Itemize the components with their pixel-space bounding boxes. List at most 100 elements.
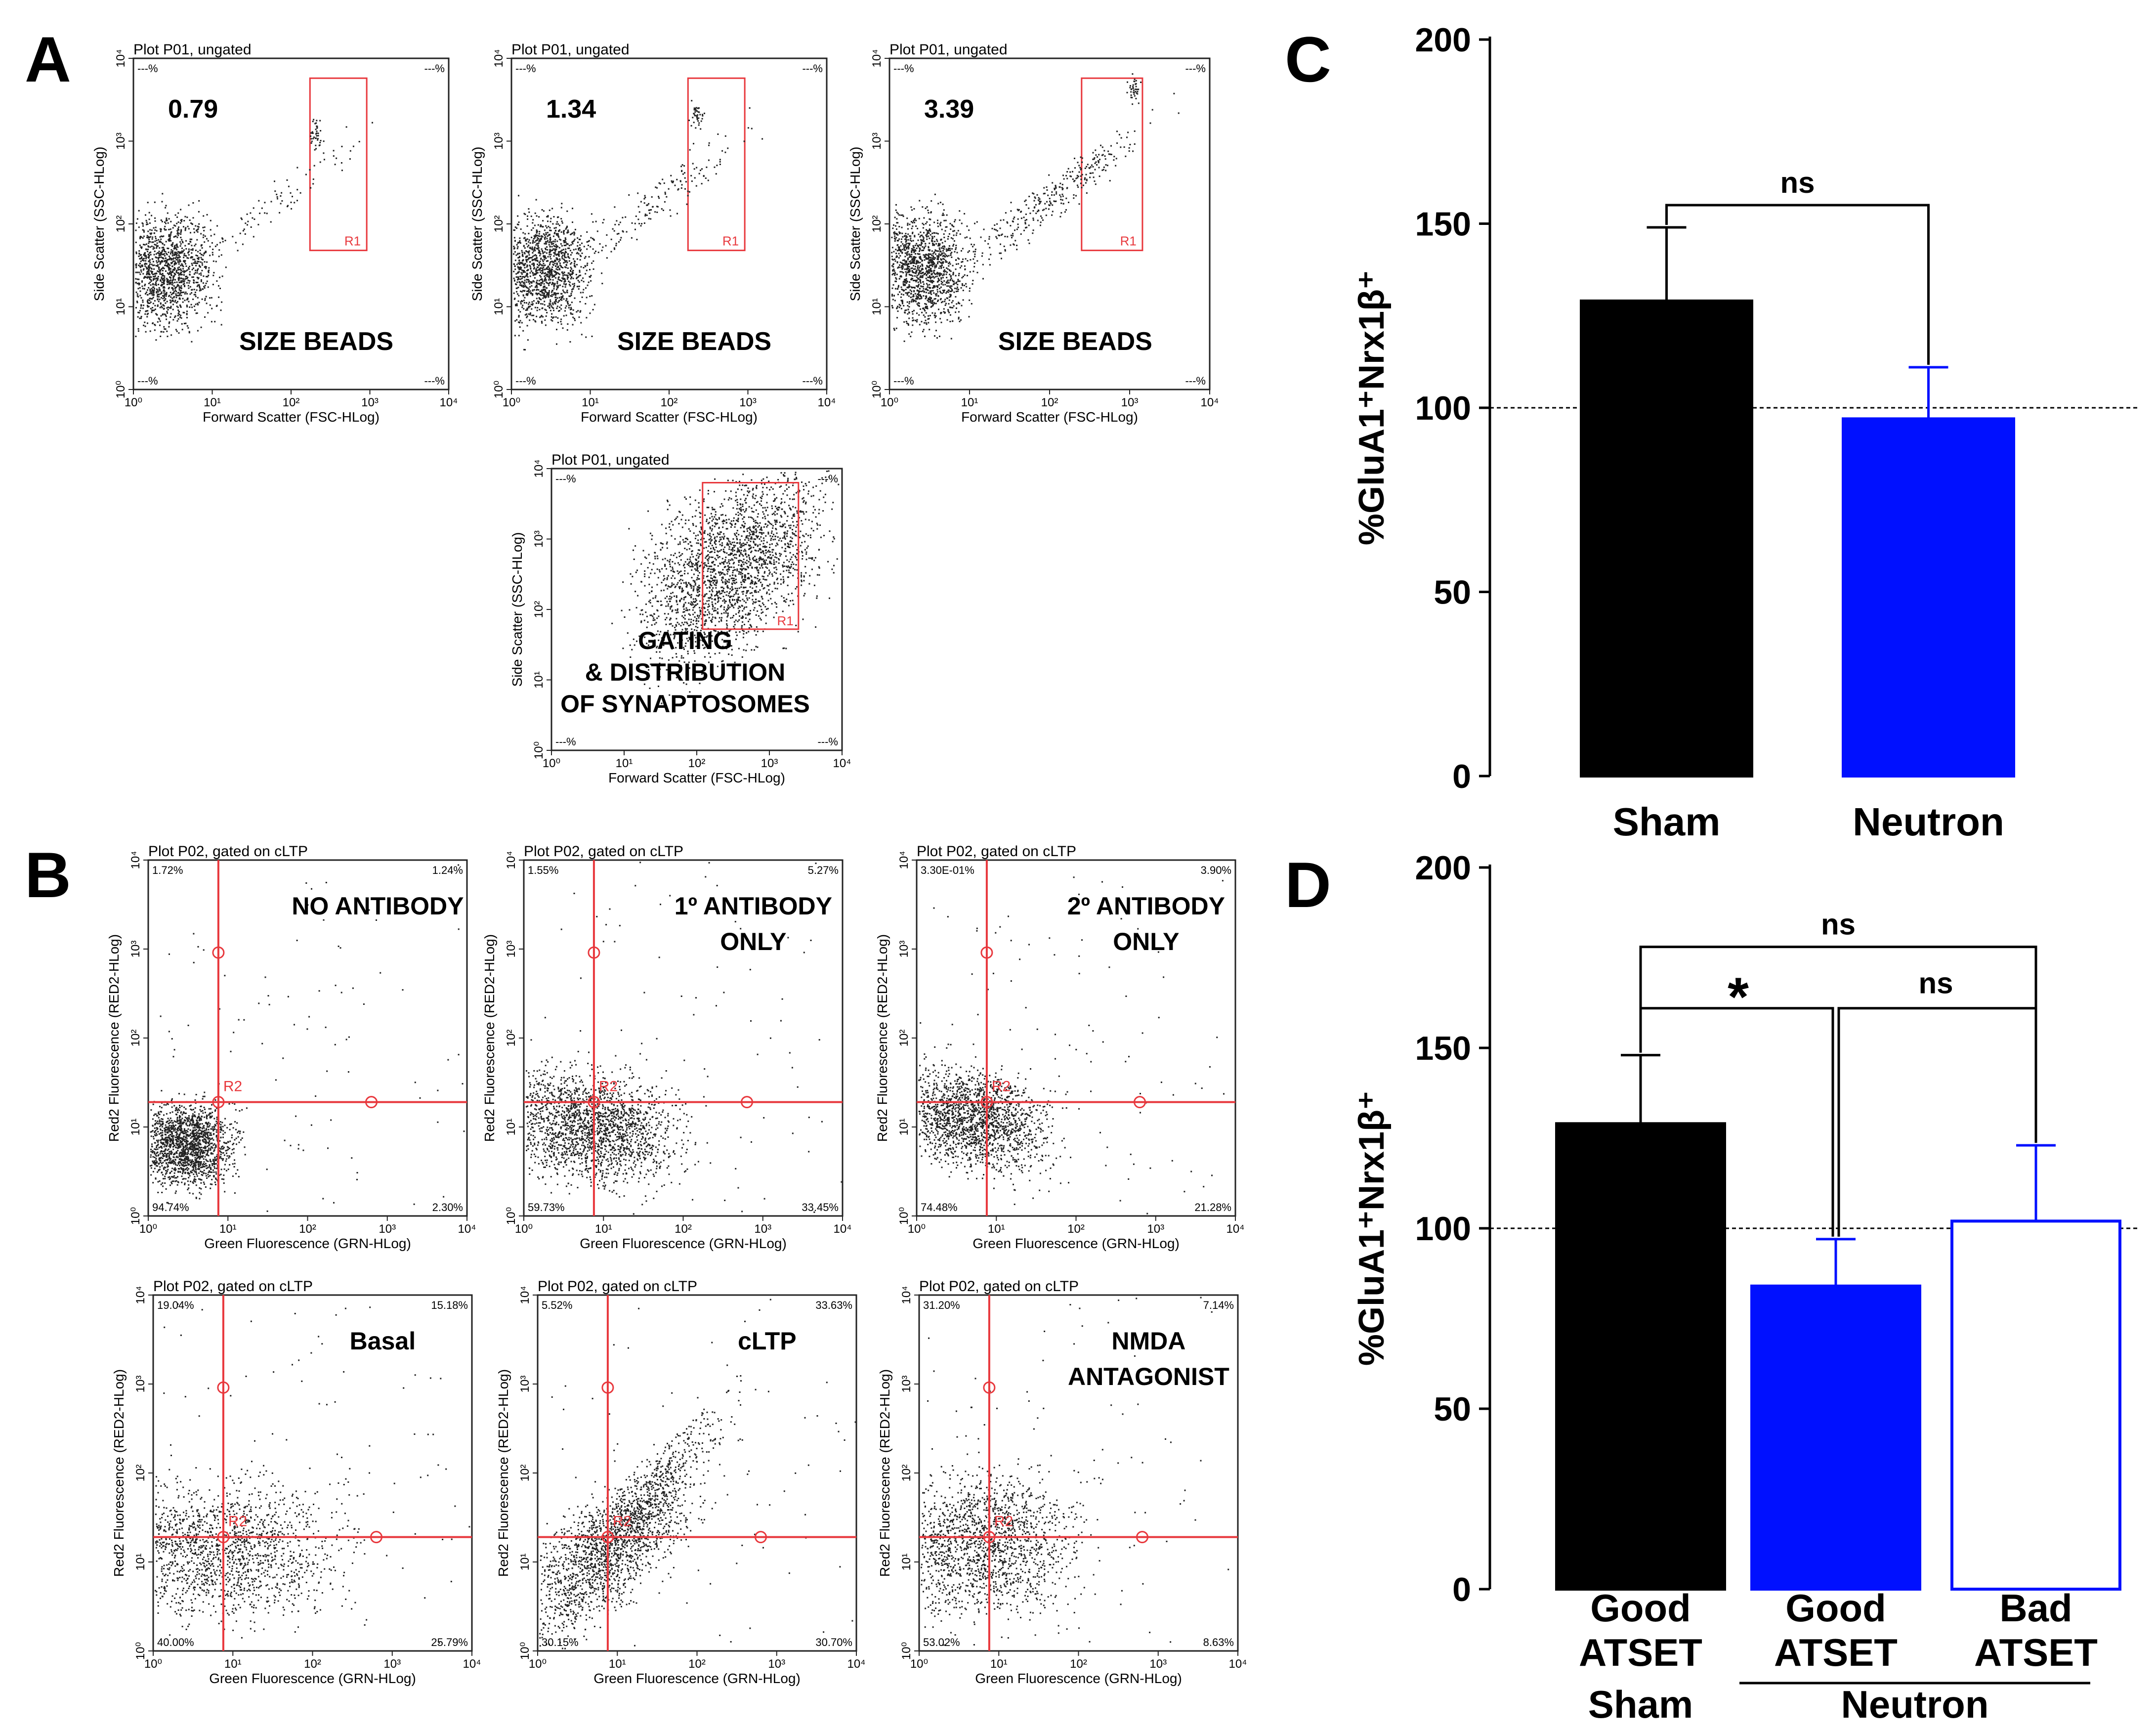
plot-label: & DISTRIBUTION — [585, 658, 786, 686]
quadrant-lower-left-percent: 94.74% — [152, 1201, 189, 1213]
y-tick-label: 10² — [897, 1030, 911, 1047]
plot-frame — [537, 1294, 857, 1652]
y-tick-label: 10³ — [129, 941, 142, 958]
gate-r1-rectangle — [1081, 77, 1143, 252]
x-tick-label: 10³ — [768, 1657, 785, 1671]
event-dots — [513, 195, 605, 350]
y-tick-label: 10² — [532, 601, 546, 618]
plot-label: cLTP — [738, 1327, 797, 1355]
y-tick-label: 10⁴ — [129, 851, 142, 869]
event-dots — [530, 862, 843, 1215]
quadrant-upper-left-percent: 1.55% — [528, 864, 558, 876]
percent-value: 0.79 — [168, 95, 218, 124]
y-tick-label: 0 — [1452, 1571, 1471, 1608]
corner-percent: ---% — [817, 473, 838, 485]
x-tick-label: 10⁰ — [139, 1222, 157, 1236]
y-tick-label: 10¹ — [870, 298, 884, 315]
significance-bracket — [1665, 204, 1930, 365]
size-bead-plot-2: Plot P01, ungated Forward Scatter (FSC-HL… — [469, 42, 836, 425]
x-tick-label: 10⁰ — [125, 396, 142, 409]
corner-percent: ---% — [802, 375, 823, 387]
y-tick-label: 10⁰ — [870, 381, 884, 398]
corner-percent: ---% — [817, 736, 838, 748]
y-tick-label: 10² — [134, 1465, 147, 1482]
y-tick-label: 10⁴ — [114, 49, 127, 67]
x-tick-label: 10⁴ — [1228, 1657, 1247, 1671]
corner-percent: ---% — [1185, 62, 1206, 75]
plot-title: Plot P02, gated on cLTP — [917, 843, 1076, 860]
y-tick-label: 10⁰ — [134, 1642, 147, 1660]
y-tick-label: 10⁰ — [129, 1207, 142, 1225]
panel-letter-b: B — [25, 839, 71, 911]
x-tick-label: 10⁰ — [543, 757, 560, 770]
y-tick-label: 10² — [518, 1465, 532, 1482]
quadrant-center-handle — [588, 1096, 600, 1109]
significance-label: ns — [1780, 166, 1815, 199]
x-tick-label: 10⁰ — [529, 1657, 547, 1671]
plot-label: Basal — [350, 1327, 416, 1355]
x-tick-label: 10⁴ — [833, 1222, 851, 1236]
quadrant-center-handle — [980, 1096, 993, 1109]
category-label: Sham — [1613, 800, 1721, 844]
y-tick-label: 100 — [1415, 1210, 1471, 1248]
quadrant-top-handle — [588, 946, 600, 959]
x-tick-label: 10⁰ — [908, 1222, 926, 1236]
x-tick-label: 10² — [1067, 1222, 1085, 1236]
x-axis-label: Forward Scatter (FSC-HLog) — [961, 409, 1138, 425]
corner-percent: ---% — [1185, 375, 1206, 387]
fluorescence-plot-1: Plot P02, gated on cLTP Green Fluorescenc… — [106, 843, 476, 1251]
x-tick-label: 10⁰ — [881, 396, 898, 409]
quadrant-top-handle — [212, 946, 225, 959]
bar-chart-d: 050100150200%GluA1⁺Nrx1β⁺GoodATSETGoodAT… — [1352, 849, 2140, 1726]
y-tick-label: 10³ — [518, 1376, 532, 1393]
quadrant-right-handle — [755, 1531, 767, 1544]
x-tick-label: 10² — [299, 1222, 316, 1236]
corner-percent: ---% — [802, 62, 823, 75]
event-dots — [548, 107, 763, 286]
corner-percent: ---% — [424, 62, 445, 75]
size-bead-plot-3: Plot P01, ungated Forward Scatter (FSC-HL… — [847, 42, 1219, 425]
x-axis-label: Forward Scatter (FSC-HLog) — [203, 409, 380, 425]
y-axis-label: %GluA1⁺Nrx1β⁺ — [1352, 1091, 1392, 1366]
y-tick-label: 10⁴ — [870, 49, 884, 67]
quadrant-upper-right-percent: 33.63% — [815, 1299, 852, 1311]
plot-title: Plot P01, ungated — [551, 452, 670, 468]
quadrant-lower-left-percent: 74.48% — [921, 1201, 958, 1213]
x-tick-label: 10³ — [383, 1657, 401, 1671]
bar-1 — [1555, 1122, 1726, 1591]
y-tick-label: 150 — [1415, 206, 1471, 243]
gate-r2-label: R2 — [223, 1079, 242, 1095]
y-axis-label: Side Scatter (SSC-HLog) — [847, 147, 863, 302]
quadrant-upper-right-percent: 15.18% — [431, 1299, 468, 1311]
quadrant-right-handle — [741, 1096, 753, 1109]
corner-percent: ---% — [424, 375, 445, 387]
panel-letter-a: A — [25, 23, 71, 95]
quadrant-lower-left-percent: 30.15% — [542, 1636, 579, 1648]
plot-label: 2º ANTIBODY — [1067, 892, 1225, 920]
event-dots — [172, 122, 373, 283]
y-tick-label: 10⁰ — [114, 381, 127, 398]
quadrant-lower-left-percent: 59.73% — [528, 1201, 565, 1213]
y-tick-label: 10¹ — [129, 1119, 142, 1136]
gate-r1-label: R1 — [777, 613, 794, 628]
gate-r2-label: R2 — [613, 1514, 632, 1530]
y-tick-label: 10¹ — [134, 1554, 147, 1571]
x-tick-label: 10¹ — [204, 396, 221, 409]
y-tick-label: 10⁰ — [532, 741, 546, 759]
quadrant-lower-right-percent: 30.70% — [815, 1636, 852, 1648]
quadrant-center-handle — [212, 1096, 225, 1109]
x-axis-label: Green Fluorescence (GRN-HLog) — [204, 1236, 411, 1251]
quadrant-top-handle — [980, 946, 993, 959]
quadrant-upper-left-percent: 19.04% — [157, 1299, 194, 1311]
y-axis-label: %GluA1⁺Nrx1β⁺ — [1352, 270, 1392, 545]
category-label: Good — [1785, 1586, 1886, 1630]
y-tick-label: 200 — [1415, 21, 1471, 59]
y-tick-label: 50 — [1434, 1390, 1471, 1428]
corner-percent: ---% — [137, 375, 158, 387]
x-tick-label: 10¹ — [224, 1657, 242, 1671]
plot-title: Plot P02, gated on cLTP — [524, 843, 683, 860]
gate-r2-label: R2 — [994, 1514, 1013, 1530]
x-tick-label: 10⁰ — [515, 1222, 533, 1236]
plot-title: Plot P01, ungated — [511, 42, 630, 58]
x-tick-label: 10¹ — [988, 1222, 1005, 1236]
